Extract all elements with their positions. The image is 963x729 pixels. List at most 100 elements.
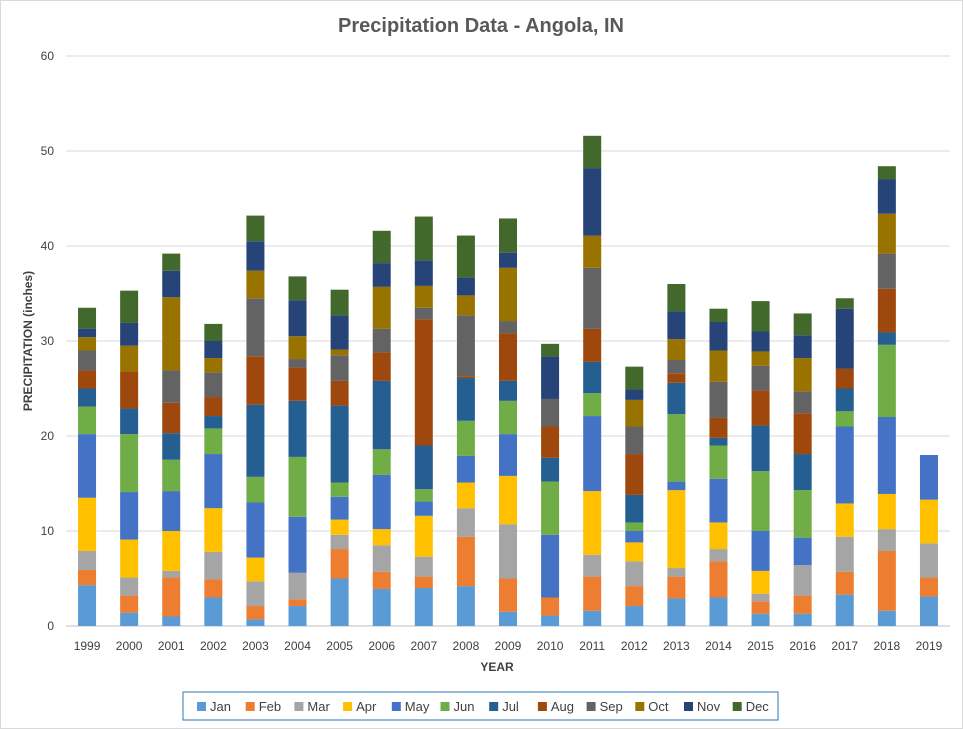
bar-segment-jun-1999 [78,406,97,435]
legend-label-jan: Jan [210,699,231,714]
bar-segment-jul-2005 [330,405,349,483]
chart-title: Precipitation Data - Angola, IN [338,15,624,37]
bar-segment-mar-2012 [625,561,644,587]
bar-segment-feb-2005 [330,549,349,579]
legend-swatch-mar [294,702,304,711]
bar-segment-feb-2001 [162,577,181,617]
bar-segment-jan-2015 [751,613,770,626]
bar-segment-nov-2013 [667,311,686,340]
bar-segment-oct-2011 [583,235,602,268]
bar-segment-dec-2005 [330,289,349,316]
bar-segment-apr-2002 [204,508,223,552]
bar-segment-mar-2011 [583,554,602,577]
bar-segment-jan-2010 [541,615,560,626]
bar-segment-sep-2004 [288,359,307,368]
bar-segment-feb-2003 [246,606,265,620]
bar-segment-feb-2006 [372,571,391,589]
legend-label-mar: Mar [307,699,330,714]
bar-segment-may-1999 [78,434,97,498]
bar-segment-dec-2013 [667,284,686,312]
bar-segment-aug-2003 [246,356,265,405]
bar-segment-jun-2000 [120,434,139,493]
bar-segment-jun-2011 [583,393,602,417]
legend-label-jul: Jul [502,699,519,714]
bar-segment-may-2019 [919,455,938,500]
x-tick-label: 2006 [368,639,395,653]
legend-swatch-feb [245,702,255,711]
bar-segment-jan-2012 [625,606,644,626]
bar-segment-dec-2003 [246,215,265,242]
y-tick-label: 50 [41,144,55,158]
bar-segment-may-2004 [288,516,307,573]
bar-segment-oct-2008 [456,295,475,316]
bar-segment-nov-2014 [709,322,728,351]
bar-segment-oct-2013 [667,339,686,360]
bar-segment-dec-2018 [877,166,896,180]
bar-segment-jul-2000 [120,408,139,435]
bar-segment-apr-2008 [456,482,475,509]
bar-segment-mar-2018 [877,529,896,551]
bar-segment-oct-2004 [288,336,307,360]
bar-segment-jun-2012 [625,522,644,531]
x-tick-label: 2008 [453,639,480,653]
bar-segment-feb-2011 [583,576,602,611]
bar-segment-oct-2001 [162,297,181,371]
bar-segment-apr-2019 [919,499,938,544]
bar-segment-jul-2011 [583,361,602,394]
bar-segment-jun-2016 [793,490,812,538]
x-tick-label: 2012 [621,639,648,653]
bar-segment-sep-2009 [499,321,517,334]
bar-segment-may-2000 [120,492,139,540]
bar-segment-aug-2011 [583,328,602,362]
x-tick-label: 1999 [74,639,101,653]
x-tick-label: 2009 [495,639,522,653]
bar-segment-dec-2011 [583,135,602,169]
legend-label-jun: Jun [454,699,475,714]
bar-segment-feb-2014 [709,561,728,598]
bar-segment-jan-2011 [583,610,602,626]
bar-segment-jul-2014 [709,437,728,446]
legend-label-dec: Dec [746,699,770,714]
x-tick-label: 2000 [116,639,143,653]
x-tick-label: 2004 [284,639,311,653]
bar-segment-jul-2006 [372,380,391,450]
legend-swatch-apr [343,702,353,711]
bar-segment-jul-2002 [204,416,223,429]
bar-segment-dec-2010 [541,343,560,357]
bar-segment-may-2011 [583,416,602,492]
x-axis-title: YEAR [480,660,514,674]
x-tick-label: 2003 [242,639,269,653]
legend-swatch-jan [197,702,206,711]
bar-segment-aug-1999 [78,370,97,389]
legend-label-nov: Nov [697,699,721,714]
legend-box [182,691,779,721]
bar-segment-aug-2018 [877,288,896,333]
bar-segment-jan-2009 [499,611,517,626]
bar-segment-aug-2007 [414,319,433,446]
bar-segment-may-2005 [330,496,349,520]
bar-segment-aug-2013 [667,373,686,383]
bar-segment-oct-2006 [372,286,391,329]
bar-segment-dec-2001 [162,253,181,271]
bar-segment-aug-2017 [835,368,854,389]
bar-segment-mar-2013 [667,568,686,577]
bar-segment-dec-2002 [204,323,223,341]
bar-segment-mar-2003 [246,581,265,607]
legend-swatch-nov [684,702,693,711]
bar-segment-sep-2013 [667,360,686,374]
bar-segment-dec-2016 [793,313,812,336]
bar-segment-oct-2002 [204,358,223,373]
bar-segment-may-2017 [835,426,854,504]
bar-segment-mar-2007 [414,556,433,577]
bar-segment-sep-2012 [625,426,644,455]
bar-segment-sep-2002 [204,372,223,398]
legend-swatch-sep [586,702,596,711]
bar-segment-oct-2007 [414,285,433,308]
bar-segment-apr-2006 [372,529,391,546]
bar-segment-may-2009 [499,434,517,476]
bar-segment-jun-2001 [162,459,181,492]
bar-segment-jun-2006 [372,449,391,475]
bar-segment-feb-2017 [835,571,854,595]
